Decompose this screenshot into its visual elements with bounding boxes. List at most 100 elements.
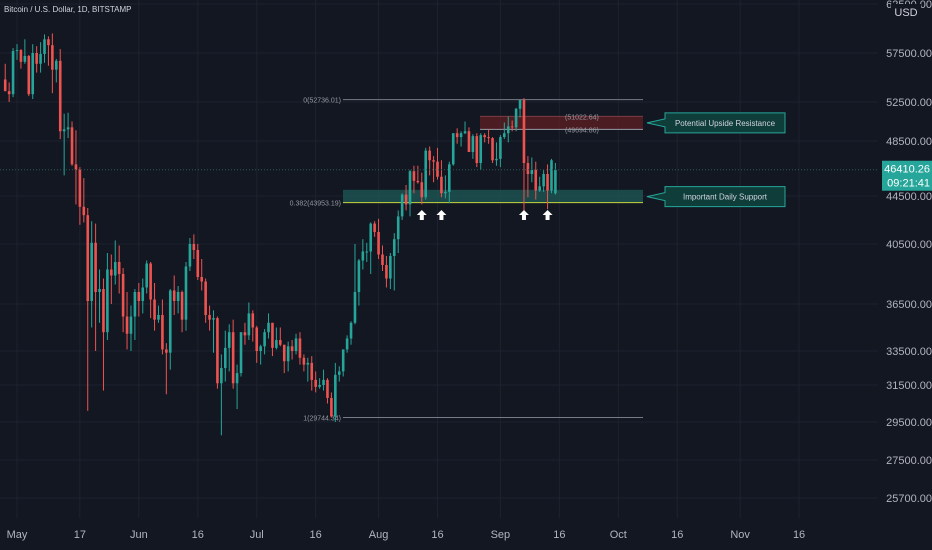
- candle-body: [404, 194, 408, 205]
- candle-body: [432, 160, 435, 162]
- candle-body: [184, 266, 188, 320]
- fib-label: 1(29744.34): [303, 415, 341, 422]
- candle-body: [510, 126, 514, 128]
- candle-body: [58, 60, 62, 132]
- candle-body: [361, 251, 365, 261]
- x-tick-label: Jun: [130, 529, 148, 541]
- candle-body: [15, 50, 19, 52]
- support-callout[interactable]: [646, 186, 786, 208]
- up-arrow-icon: [436, 210, 447, 220]
- candle-body: [306, 362, 310, 365]
- candle-body: [161, 314, 164, 350]
- candle-body: [428, 150, 431, 161]
- y-tick-label: 52500.00: [886, 97, 932, 109]
- up-arrow-icon: [518, 210, 529, 220]
- x-tick-label: Aug: [369, 529, 389, 541]
- candle-body: [43, 39, 46, 54]
- candle-body: [471, 136, 475, 152]
- candle-body: [542, 174, 545, 187]
- callout-label: Important Daily Support: [683, 193, 768, 202]
- candle-body: [223, 347, 227, 368]
- candle-body: [251, 313, 255, 328]
- candle-body: [145, 263, 148, 288]
- candle-body: [180, 292, 184, 320]
- candle-body: [106, 269, 109, 333]
- candle-body: [82, 206, 86, 216]
- candle-body: [263, 332, 266, 347]
- candle-body: [459, 133, 463, 138]
- price-badge-value: 46410.26: [884, 164, 930, 176]
- candle-body: [27, 55, 31, 95]
- candle-body: [279, 340, 282, 345]
- candle-body: [463, 131, 467, 134]
- y-tick-label: 44500.00: [886, 191, 932, 203]
- candle-body: [235, 373, 239, 384]
- currency-box[interactable]: [891, 4, 921, 20]
- candle-body: [255, 327, 259, 351]
- candle-body: [267, 322, 270, 333]
- x-tick-label: 16: [553, 529, 565, 541]
- candle-body: [554, 169, 557, 194]
- candle-body: [157, 314, 160, 320]
- up-arrow-icon: [416, 210, 427, 220]
- candle-body: [530, 169, 534, 174]
- candle-body: [341, 349, 345, 372]
- price-badge[interactable]: [882, 160, 932, 191]
- candle-body: [3, 79, 7, 92]
- candle-body: [538, 186, 541, 191]
- candle-body: [204, 281, 207, 315]
- candle-body: [436, 161, 439, 177]
- candle-body: [290, 346, 294, 351]
- candle-body: [400, 194, 404, 217]
- candle-body: [35, 53, 38, 64]
- candle-body: [499, 137, 502, 159]
- candle-body: [172, 290, 176, 301]
- candle-body: [440, 176, 443, 194]
- fib-layer: 0(52736.01) 0.382(43953.19) 1(29744.34): [290, 98, 643, 422]
- candle-body: [495, 158, 498, 161]
- candle-body: [503, 133, 506, 138]
- candle-body: [133, 292, 137, 317]
- candle-body: [286, 346, 290, 362]
- candle-body: [51, 45, 54, 70]
- candle-body: [247, 313, 251, 336]
- candle-body: [66, 127, 70, 130]
- candle-body: [212, 318, 215, 320]
- candle-body: [345, 338, 349, 350]
- candle-body: [514, 108, 518, 128]
- resistance-callout[interactable]: [646, 112, 786, 134]
- candle-body: [349, 322, 353, 339]
- x-tick-label: 16: [671, 529, 683, 541]
- candle-body: [396, 216, 400, 240]
- y-tick-label: 25700.00: [886, 493, 932, 505]
- candle-body: [271, 322, 274, 348]
- candle-body: [149, 263, 152, 300]
- candle-body: [243, 332, 247, 336]
- candle-body: [389, 256, 392, 279]
- candle-body: [62, 129, 66, 132]
- candle-body: [23, 55, 27, 62]
- candle-body: [90, 242, 93, 301]
- candle-body: [141, 287, 145, 301]
- candle-body: [216, 318, 219, 384]
- y-tick-label: 48500.00: [886, 136, 932, 148]
- candles-layer: [3, 33, 557, 436]
- x-tick-label: Oct: [610, 529, 627, 541]
- candle-body: [302, 357, 306, 365]
- candle-body: [322, 379, 325, 385]
- up-arrow-icon: [542, 210, 553, 220]
- y-tick-label: 31500.00: [886, 380, 932, 392]
- currency-label[interactable]: USD: [894, 7, 917, 19]
- candle-body: [227, 332, 231, 348]
- x-tick-label: Nov: [730, 529, 750, 541]
- candle-body: [475, 136, 479, 163]
- candle-body: [165, 349, 168, 353]
- resistance-bottom-label: (49694.86): [565, 127, 599, 134]
- grid-layer: [0, 0, 878, 518]
- y-tick-label: 57500.00: [886, 48, 932, 60]
- candle-body: [137, 292, 141, 301]
- candle-body: [550, 160, 553, 191]
- candle-body: [369, 223, 372, 252]
